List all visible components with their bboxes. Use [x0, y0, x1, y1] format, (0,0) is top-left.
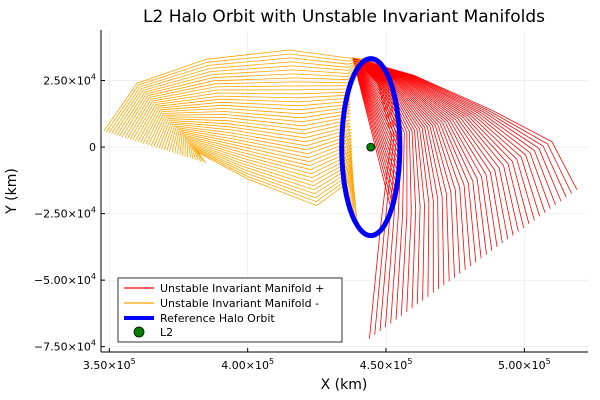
manifold-plus-trajectory [352, 57, 572, 206]
manifold-minus-trajectory [150, 110, 352, 147]
x-axis-label: X (km) [321, 377, 368, 393]
manifold-minus-trajectory [182, 135, 353, 186]
manifold-plus-trajectory [353, 58, 509, 240]
manifold-plus-trajectory [352, 57, 551, 209]
manifold-minus-trajectory [163, 123, 352, 151]
manifold-plus-trajectory [352, 57, 578, 210]
manifold-minus-trajectory [174, 130, 352, 168]
manifold-minus-trajectory [119, 61, 364, 137]
manifold-minus-trajectory [148, 104, 351, 146]
y-axis-label: Y (km) [4, 168, 20, 215]
manifold-minus-trajectory [184, 137, 353, 192]
manifold-minus-trajectory [142, 94, 350, 144]
y-tick-label: −2.50×104 [34, 206, 96, 221]
plot-area [103, 49, 578, 339]
manifold-minus-trajectory [176, 132, 352, 174]
manifold-minus-trajectory [169, 127, 352, 155]
manifold-plus-trajectory [354, 59, 487, 255]
manifold-plus-trajectory [353, 57, 546, 213]
l2-point [366, 142, 376, 152]
legend-label-l2: L2 [160, 326, 173, 339]
x-tick-label: 4.50×105 [360, 357, 413, 372]
legend-label-manifold-plus: Unstable Invariant Manifold + [160, 282, 324, 295]
manifold-minus-trajectory [111, 58, 370, 134]
manifold-plus-trajectory [353, 58, 503, 244]
manifold-minus-trajectory [108, 57, 372, 134]
x-tick-label: 4.00×105 [221, 357, 274, 372]
manifold-minus-trajectory [161, 121, 352, 150]
manifold-minus-trajectory [190, 144, 353, 212]
x-tick-label: 5.00×105 [498, 357, 551, 372]
manifold-plus-trajectory [353, 58, 493, 251]
manifold-minus-trajectory [103, 49, 376, 132]
manifold-minus-trajectory [197, 152, 358, 226]
manifold-minus-trajectory [106, 53, 374, 133]
manifold-plus-trajectory [352, 57, 567, 201]
manifold-plus-trajectory [353, 58, 541, 217]
manifold-minus-trajectory [189, 142, 353, 207]
y-ticks: 2.50×104 0 −2.50×104 −5.00×104 −7.50×104 [34, 73, 105, 354]
manifold-minus-trajectory [155, 118, 351, 148]
manifold-plus-trajectory [353, 58, 525, 228]
manifold-minus-trajectory [166, 125, 352, 151]
y-tick-label: −7.50×104 [34, 339, 96, 354]
legend-swatch-l2 [133, 326, 145, 338]
manifold-plus-trajectory [355, 59, 482, 259]
manifold-minus-trajectory [158, 120, 351, 149]
manifold-minus-trajectory [145, 99, 351, 145]
manifold-plus-trajectory [352, 57, 562, 202]
manifold-plus-trajectory [353, 58, 535, 221]
x-ticks: 3.50×105 4.00×105 4.50×105 5.00×105 [83, 348, 551, 372]
legend-label-manifold-minus: Unstable Invariant Manifold - [160, 297, 319, 310]
chart-title: L2 Halo Orbit with Unstable Invariant Ma… [143, 7, 545, 27]
manifold-minus-trajectory [140, 89, 350, 143]
manifold-plus-trajectory [353, 58, 498, 248]
manifold-minus-trajectory [179, 134, 352, 180]
manifold-minus-trajectory [186, 139, 353, 197]
manifold-plus-trajectory [355, 59, 477, 263]
y-tick-label: −5.00×104 [34, 272, 96, 287]
manifold-plus-trajectory [353, 58, 530, 225]
manifold-minus-trajectory [113, 59, 368, 135]
manifold-minus-trajectory [116, 60, 366, 136]
legend-box [117, 277, 343, 343]
halo-orbit-curve [339, 56, 403, 239]
manifold-plus-trajectory [353, 58, 514, 236]
manifold-plus-trajectory [353, 58, 519, 232]
y-tick-label: 2.50×104 [43, 73, 96, 88]
manifold-plus-trajectory [352, 57, 556, 206]
x-tick-label: 3.50×105 [83, 357, 136, 372]
y-tick-label: 0 [89, 141, 96, 154]
legend: Unstable Invariant Manifold + Unstable I… [117, 277, 343, 343]
manifold-minus-trajectory [153, 116, 351, 147]
manifold-plus-trajectory [357, 61, 392, 339]
legend-label-halo-orbit: Reference Halo Orbit [160, 312, 275, 325]
